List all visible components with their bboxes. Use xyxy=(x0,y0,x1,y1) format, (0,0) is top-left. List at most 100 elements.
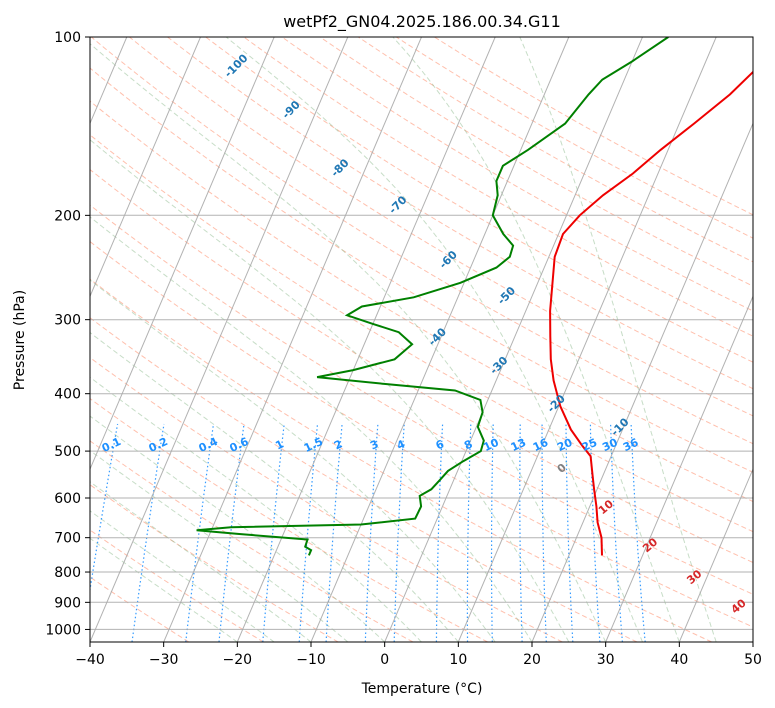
isotherm-line xyxy=(752,640,753,642)
plot-frame xyxy=(89,36,754,643)
moist-adiabat-line xyxy=(225,37,643,642)
dry-adiabat-line xyxy=(396,37,753,239)
dry-adiabat-line xyxy=(243,37,753,337)
mixing-ratio-label: 3 xyxy=(368,437,380,452)
isotherm-line xyxy=(678,467,753,642)
isotherm-line xyxy=(163,37,422,642)
moist-adiabat-line xyxy=(90,376,422,642)
x-tick-label: −20 xyxy=(223,652,253,668)
dewpoint-profile-line xyxy=(196,37,669,556)
moist-adiabat-label: -20 xyxy=(545,392,568,415)
y-tick-label: 100 xyxy=(54,30,81,46)
mixing-ratio-line xyxy=(185,423,215,642)
dry-adiabat-line xyxy=(205,37,753,363)
mixing-ratio-label: 10 xyxy=(481,436,501,454)
mixing-ratio-label: 6 xyxy=(434,437,447,452)
plot-area xyxy=(90,37,753,642)
mixing-ratio-label: 16 xyxy=(531,436,551,454)
y-tick-label: 500 xyxy=(54,444,81,460)
moist-adiabat-label: -100 xyxy=(222,51,251,80)
dry-adiabat-label: 40 xyxy=(729,596,749,616)
dry-adiabat-line xyxy=(281,37,753,312)
mixing-ratio-line xyxy=(393,423,405,642)
mixing-ratio-label: 20 xyxy=(555,436,575,454)
moist-adiabat-line xyxy=(90,279,496,642)
moist-adiabat-line xyxy=(90,415,386,642)
x-tick-label: 20 xyxy=(523,652,541,668)
mixing-ratio-line xyxy=(610,423,623,642)
chart-title: wetPf2_GN04.2025.186.00.34.G11 xyxy=(283,12,561,32)
mixing-ratio-label: 36 xyxy=(621,436,641,454)
moist-adiabat-line xyxy=(392,37,680,642)
moist-adiabat-line xyxy=(90,481,312,642)
y-tick-label: 400 xyxy=(54,387,81,403)
temperature-profile-line xyxy=(549,70,753,556)
x-tick-label: 0 xyxy=(380,652,389,668)
dry-adiabat-line xyxy=(357,37,753,263)
isotherm-line xyxy=(457,37,717,642)
x-tick-label: 10 xyxy=(449,652,467,668)
moist-adiabat-line xyxy=(519,37,717,642)
y-axis-label: Pressure (hPa) xyxy=(12,290,28,390)
mixing-ratio-label: 0.4 xyxy=(197,435,220,455)
mixing-ratio-line xyxy=(519,423,523,642)
dry-adiabat-line xyxy=(90,204,753,595)
isotherm-line xyxy=(236,37,496,642)
dry-adiabat-line xyxy=(129,37,753,417)
y-tick-label: 300 xyxy=(54,313,81,329)
dry-adiabat-line xyxy=(90,278,712,642)
mixing-ratio-line xyxy=(131,423,165,642)
y-tick-label: 1000 xyxy=(45,622,81,638)
mixing-ratio-label: 0.2 xyxy=(147,435,170,455)
x-tick-label: 40 xyxy=(670,652,688,668)
dry-adiabat-line xyxy=(90,134,753,533)
mixing-ratio-label: 25 xyxy=(580,436,599,454)
isotherm-line xyxy=(384,37,643,642)
dry-adiabat-line xyxy=(90,440,414,642)
mixing-ratio-line xyxy=(90,423,119,594)
isotherm-line xyxy=(605,295,753,642)
moist-adiabat-label: -10 xyxy=(608,415,631,438)
mixing-ratio-label: 13 xyxy=(509,436,528,454)
moist-adiabat-label: -60 xyxy=(437,248,460,271)
y-tick-label: 200 xyxy=(54,208,81,224)
moist-adiabat-label: -70 xyxy=(386,193,409,216)
moist-adiabat-line xyxy=(90,139,570,642)
dry-adiabat-line xyxy=(90,67,753,473)
y-tick-label: 600 xyxy=(54,491,81,507)
moist-adiabat-label: -50 xyxy=(495,284,518,307)
moist-adiabat-line xyxy=(90,43,607,642)
moist-adiabat-line xyxy=(90,537,238,642)
isotherm-line xyxy=(310,37,570,642)
dry-adiabat-line xyxy=(90,168,753,564)
x-tick-label: −10 xyxy=(296,652,326,668)
x-tick-label: −30 xyxy=(149,652,179,668)
y-tick-label: 700 xyxy=(54,531,81,547)
dry-adiabat-line xyxy=(90,317,638,642)
dry-adiabat-line xyxy=(90,241,753,628)
moist-adiabat-line xyxy=(90,216,533,642)
mixing-ratio-label: 30 xyxy=(600,436,620,454)
moist-adiabat-label: -40 xyxy=(426,325,449,348)
dry-adiabat-line xyxy=(167,37,753,390)
isotherm-line xyxy=(90,37,275,471)
moist-adiabat-label: -30 xyxy=(487,354,510,377)
mixing-ratio-label: 2 xyxy=(332,437,344,452)
isotherm-line xyxy=(90,37,201,298)
mixing-ratio-label: 0.6 xyxy=(227,435,250,455)
x-tick-label: 30 xyxy=(597,652,615,668)
dry-adiabat-line xyxy=(90,397,488,642)
y-tick-label: 900 xyxy=(54,595,81,611)
isotherm-line xyxy=(531,122,753,642)
isotherm-line xyxy=(90,37,349,642)
moist-adiabat-label: -80 xyxy=(328,156,351,179)
dry-adiabat-line xyxy=(90,484,339,642)
moist-adiabat-label: -90 xyxy=(280,98,303,121)
dry-adiabat-line xyxy=(90,529,264,642)
x-tick-label: −40 xyxy=(75,652,105,668)
dry-adiabat-line xyxy=(90,576,190,642)
mixing-ratio-line xyxy=(490,423,494,642)
mixing-ratio-line xyxy=(364,423,379,642)
line-labels: 0.1 0.2 0.4 0.6 1 1.5 2 3 4 6 8 10 13 16 20 25 30 36-100-… xyxy=(100,51,749,616)
moist-adiabat-line xyxy=(90,331,459,642)
